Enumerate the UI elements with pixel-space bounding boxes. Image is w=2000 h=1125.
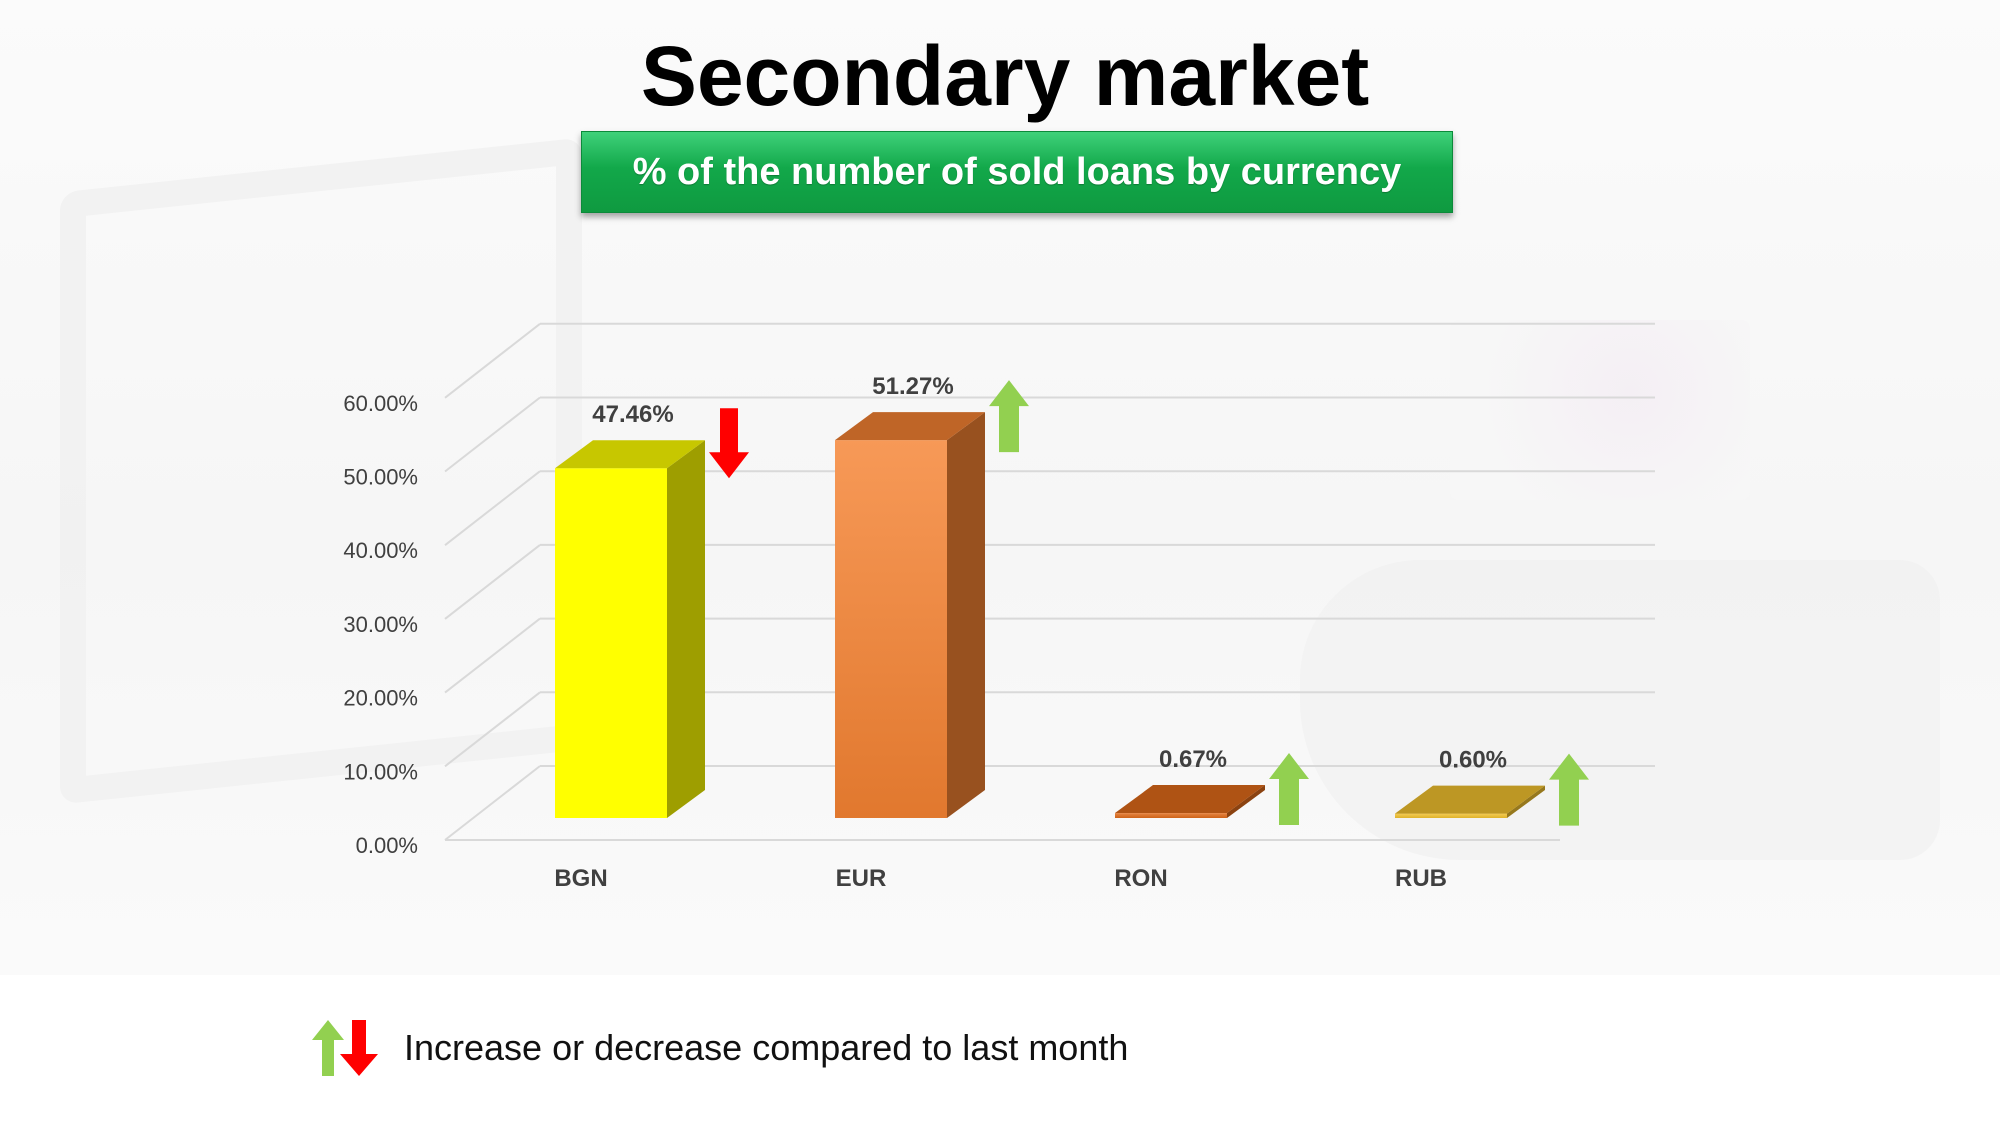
down-arrow-icon <box>340 1020 378 1076</box>
page-title: Secondary market <box>640 29 1370 123</box>
legend-text: Increase or decrease compared to last mo… <box>404 1027 1129 1068</box>
up-arrow-icon <box>312 1020 344 1076</box>
bar-ron-top <box>1115 785 1265 814</box>
trend-up-arrow-icon <box>989 380 1029 453</box>
y-tick-label: 10.00% <box>343 759 418 784</box>
subtitle-banner: % of the number of sold loans by currenc… <box>581 131 1453 213</box>
bar-ron-side <box>1227 785 1265 818</box>
background-paper-shape <box>1450 320 1750 500</box>
y-tick-label: 20.00% <box>343 686 418 711</box>
data-label-ron: 0.67% <box>1159 746 1227 773</box>
subtitle-text: % of the number of sold loans by currenc… <box>632 150 1402 193</box>
data-label-eur: 51.27% <box>872 373 953 400</box>
legend-arrows <box>312 1020 378 1076</box>
data-label-rub: 0.60% <box>1439 747 1507 774</box>
gridline-side <box>444 396 541 473</box>
bar-eur <box>835 440 947 818</box>
gridline-side <box>444 765 541 841</box>
gridline-side <box>444 544 541 620</box>
bar-rub <box>1395 813 1507 818</box>
gridline-side <box>444 691 541 768</box>
gridline-side <box>444 470 541 546</box>
y-tick-label: 60.00% <box>343 391 418 416</box>
y-tick-label: 40.00% <box>343 538 418 563</box>
x-tick-label: BGN <box>554 865 607 892</box>
bar-bgn-side <box>667 440 705 818</box>
trend-up-arrow-icon <box>1269 753 1309 826</box>
bar-chart: 0.00% 10.00% 20.00% 30.00% 40.00% 50.00% 60.00… <box>343 322 1655 892</box>
gridline-side <box>444 617 541 694</box>
bar-bgn-top <box>555 440 705 469</box>
gridline-side <box>444 323 541 399</box>
data-label-bgn: 47.46% <box>592 401 673 428</box>
x-tick-label: RON <box>1114 865 1167 892</box>
y-tick-label: 0.00% <box>356 833 418 858</box>
bar-ron <box>1115 813 1227 818</box>
bar-eur-top <box>835 412 985 441</box>
bar-eur-side <box>947 412 985 818</box>
x-tick-label: EUR <box>836 865 887 892</box>
legend: Increase or decrease compared to last mo… <box>310 1018 1128 1078</box>
trend-up-arrow-icon <box>1549 753 1589 826</box>
bar-rub-side <box>1507 785 1545 818</box>
bar-bgn <box>555 468 667 818</box>
y-tick-label: 50.00% <box>343 465 418 490</box>
x-tick-label: RUB <box>1395 865 1447 892</box>
y-tick-label: 30.00% <box>343 612 418 637</box>
trend-down-arrow-icon <box>709 408 749 479</box>
bar-rub-top <box>1395 785 1545 814</box>
